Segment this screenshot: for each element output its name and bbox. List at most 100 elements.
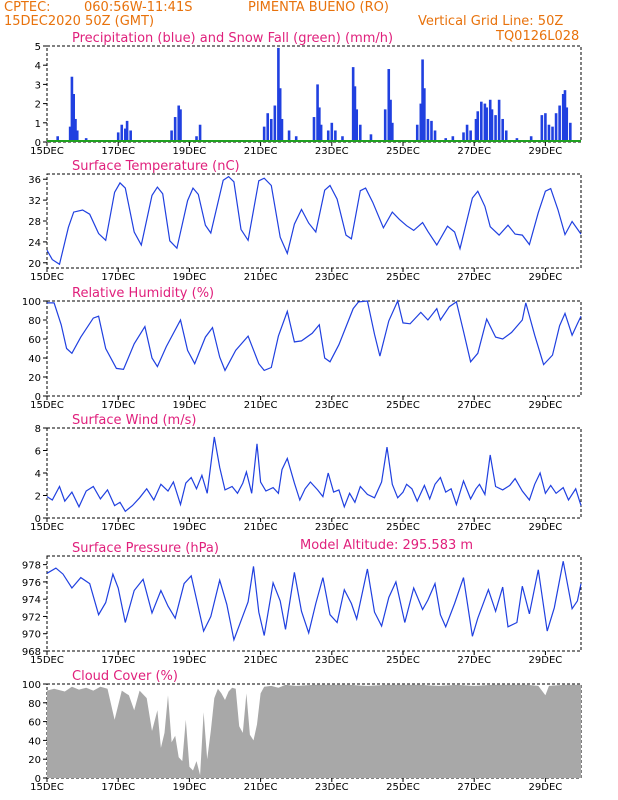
precip-bar (561, 94, 565, 142)
precip-bar (195, 136, 198, 142)
precip-bar (334, 130, 337, 142)
series-line (46, 436, 582, 513)
x-tick-label: 15DEC (30, 272, 64, 283)
x-tick-label: 17DEC (101, 522, 135, 533)
precip-bar (465, 124, 469, 142)
precip-bar (501, 118, 504, 142)
precip-bar (474, 118, 478, 142)
panel-frame (46, 555, 582, 652)
precip-bar (494, 115, 497, 142)
x-tick-label: 15DEC (30, 655, 64, 666)
x-tick-label: 21DEC (244, 400, 278, 411)
precip-bar (319, 124, 323, 142)
precip-bar (129, 130, 132, 142)
panel-title: Surface Wind (m/s) (72, 413, 196, 428)
precip-bar (70, 76, 74, 142)
precip-bar (415, 124, 419, 142)
x-tick-label: 23DEC (315, 522, 349, 533)
y-tick-label: 5 (35, 42, 41, 53)
x-tick-label: 27DEC (457, 146, 491, 157)
x-tick-label: 19DEC (173, 272, 207, 283)
y-tick-label: 36 (28, 175, 41, 186)
x-tick-label: 29DEC (529, 146, 563, 157)
precip-bar (389, 99, 392, 142)
y-tick-label: 972 (22, 612, 41, 623)
precip-bar (426, 118, 430, 142)
x-tick-label: 17DEC (101, 272, 135, 283)
x-tick-label: 15DEC (30, 400, 64, 411)
precip-bar (462, 132, 465, 142)
y-tick-label: 2 (35, 100, 41, 111)
header-code: TQ0126L028 (496, 29, 580, 44)
y-tick-label: 20 (28, 373, 41, 384)
x-tick-label: 29DEC (529, 400, 563, 411)
y-tick-label: 24 (28, 238, 41, 249)
series-line (46, 175, 582, 266)
precip-bar (312, 117, 316, 142)
precip-bar (488, 99, 492, 142)
y-tick-label: 80 (28, 316, 41, 327)
precip-bar (353, 86, 357, 142)
series-line (46, 561, 582, 642)
header-init-time: 15DEC2020 50Z (GMT) (4, 14, 155, 29)
x-tick-label: 25DEC (386, 272, 420, 283)
y-tick-label: 2 (35, 492, 41, 503)
x-tick-label: 19DEC (173, 522, 207, 533)
precip-bar (280, 118, 284, 142)
precip-bar (277, 47, 280, 142)
precip-bar (262, 126, 266, 142)
precip-bar (74, 118, 77, 142)
x-tick-label: 29DEC (529, 655, 563, 666)
precip-bar (273, 105, 277, 142)
panel-frame (46, 427, 582, 519)
x-tick-label: 25DEC (386, 522, 420, 533)
precip-bar (423, 88, 426, 142)
y-tick-label: 60 (28, 335, 41, 346)
x-tick-label: 17DEC (101, 782, 135, 793)
y-tick-label: 0 (35, 392, 41, 403)
model-altitude: Model Altitude: 295.583 m (300, 538, 474, 553)
y-tick-label: 6 (35, 447, 41, 458)
precip-bar (369, 134, 373, 142)
precip-bar (485, 107, 488, 142)
x-tick-label: 19DEC (173, 782, 207, 793)
panel-title: Cloud Cover (%) (72, 669, 178, 684)
precip-bar (547, 124, 551, 142)
header-location: PIMENTA BUENO (RO) (248, 0, 389, 15)
precip-bar (173, 117, 177, 142)
x-tick-label: 25DEC (386, 400, 420, 411)
x-tick-label: 21DEC (244, 272, 278, 283)
y-tick-label: 0 (35, 138, 41, 149)
x-tick-label: 27DEC (457, 782, 491, 793)
precip-bar (75, 130, 79, 142)
precip-bar (56, 136, 59, 142)
precip-bar (341, 136, 344, 142)
precip-bar (497, 99, 501, 142)
panel-title: Surface Pressure (hPa) (72, 541, 219, 556)
y-tick-label: 40 (28, 354, 41, 365)
x-tick-label: 19DEC (173, 146, 207, 157)
precip-bar (177, 105, 181, 142)
x-tick-label: 27DEC (457, 400, 491, 411)
precip-bar (554, 113, 558, 142)
y-tick-label: 8 (35, 424, 41, 435)
precip-bar (278, 88, 282, 142)
precip-bar (391, 122, 394, 142)
x-tick-label: 21DEC (244, 655, 278, 666)
x-tick-label: 23DEC (315, 272, 349, 283)
precip-bar (544, 113, 547, 142)
y-tick-label: 976 (22, 578, 41, 589)
x-tick-label: 19DEC (173, 400, 207, 411)
precip-bar (116, 132, 120, 142)
precip-bar (387, 69, 391, 142)
x-tick-label: 17DEC (101, 400, 135, 411)
x-tick-label: 15DEC (30, 782, 64, 793)
y-tick-label: 40 (28, 736, 41, 747)
header-vertical-grid: Vertical Grid Line: 50Z (418, 14, 564, 29)
precip-bar (476, 111, 480, 142)
x-tick-label: 23DEC (315, 146, 349, 157)
precip-bar (326, 130, 330, 142)
x-tick-label: 23DEC (315, 655, 349, 666)
x-tick-label: 27DEC (457, 655, 491, 666)
